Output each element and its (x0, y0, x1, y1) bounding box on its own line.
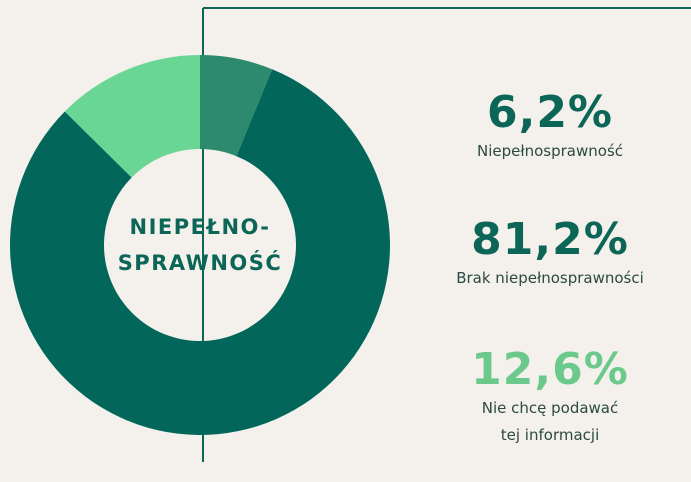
donut-segment (64, 55, 200, 178)
value-label: 81,2% (471, 214, 629, 265)
donut-segment (200, 55, 273, 157)
donut (9, 55, 390, 435)
category-label: Brak niepełnosprawności (456, 269, 644, 287)
legend-item: 81,2% Brak niepełnosprawności (410, 215, 690, 292)
value-label: 6,2% (486, 87, 614, 138)
legend-item: 12,6% Nie chcę podawać tej informacji (410, 345, 690, 449)
donut-segment (9, 69, 390, 435)
value-label: 12,6% (471, 344, 629, 395)
center-label: NIEPEŁNO- (130, 215, 271, 239)
category-label: Nie chcę podawać tej informacji (481, 399, 619, 444)
legend-item: 6,2% Niepełnosprawność (410, 88, 690, 165)
category-label: Niepełnosprawność (476, 142, 624, 160)
center-label: SPRAWNOŚĆ (118, 250, 283, 275)
